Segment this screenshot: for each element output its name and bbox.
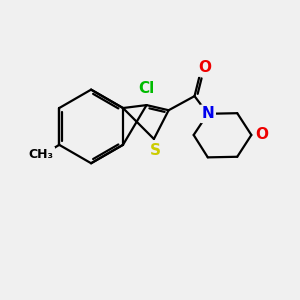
Text: O: O — [198, 60, 211, 75]
Text: O: O — [255, 128, 268, 142]
Text: Cl: Cl — [138, 80, 155, 95]
Text: S: S — [150, 142, 161, 158]
Text: N: N — [201, 106, 214, 121]
Text: CH₃: CH₃ — [28, 148, 53, 161]
